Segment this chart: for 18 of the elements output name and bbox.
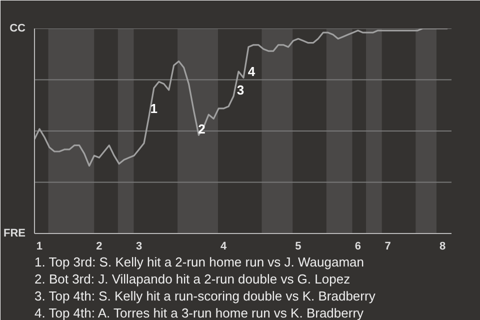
text: 2. Bot 3rd: J. Villapando hit a 2-run double vs G. Lopez (34, 272, 350, 286)
annotation: 4 (248, 64, 256, 80)
annotation: 2 (198, 121, 206, 136)
text: 3. Top 4th: S. Kelly hit a run-scoring double vs K. Bradberry (34, 288, 376, 304)
x-tick-label: 5 (295, 240, 302, 252)
text: FRE (4, 228, 26, 240)
annotation: 3 (236, 82, 244, 98)
annotation: 1 (150, 100, 158, 116)
x-tick-label: 2 (96, 240, 102, 252)
x-tick-label: 3 (136, 240, 142, 252)
x-tick-label: 7 (384, 240, 391, 252)
x-tick-label: 6 (354, 240, 362, 252)
text: 1. Top 3rd: S. Kelly hit a 2-run home run vs J. Waugaman (34, 254, 364, 270)
x-tick-label: 4 (220, 240, 228, 252)
x-tick-label: 8 (439, 240, 446, 252)
text: 4. Top 4th: A. Torres hit a 3-run home run vs K. Bradberry (34, 306, 364, 320)
text: CC (10, 22, 26, 34)
x-tick-label: 1 (36, 240, 43, 252)
